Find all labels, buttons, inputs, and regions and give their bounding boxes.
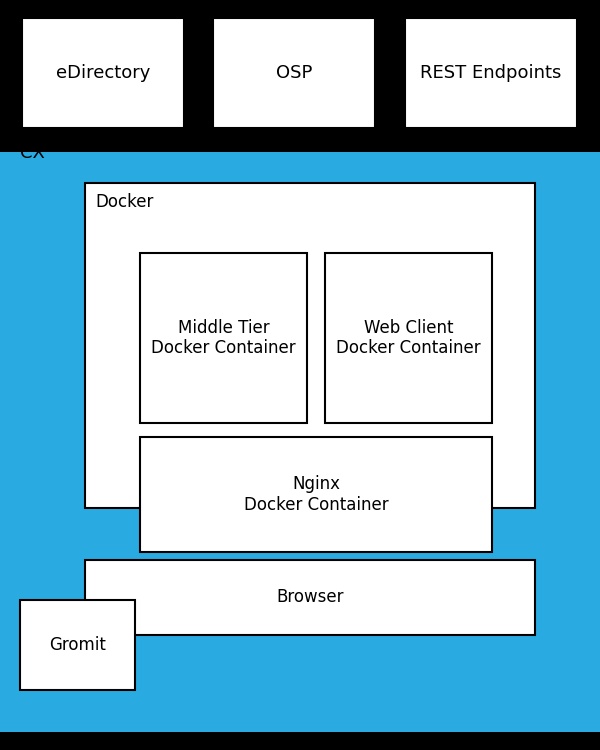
Bar	[0, 152, 600, 732]
Text: REST Endpoints: REST Endpoints	[421, 64, 562, 82]
Text: Middle Tier
Docker Container: Middle Tier Docker Container	[151, 319, 296, 358]
Text: Browser: Browser	[276, 589, 344, 607]
Bar	[213, 18, 375, 128]
Text: CX: CX	[20, 144, 45, 162]
Bar	[140, 437, 492, 552]
Bar	[20, 600, 135, 690]
Text: Nginx
Docker Container: Nginx Docker Container	[244, 475, 388, 514]
Bar	[85, 183, 535, 508]
Bar	[85, 560, 535, 635]
Text: Web Client
Docker Container: Web Client Docker Container	[336, 319, 481, 358]
Text: Docker: Docker	[95, 193, 154, 211]
Text: eDirectory: eDirectory	[56, 64, 150, 82]
Bar	[0, 0, 600, 152]
Bar	[22, 18, 184, 128]
Bar	[405, 18, 577, 128]
Bar	[140, 253, 307, 423]
Text: Gromit: Gromit	[49, 636, 106, 654]
Bar	[0, 732, 600, 750]
Text: OSP: OSP	[276, 64, 312, 82]
Bar	[325, 253, 492, 423]
